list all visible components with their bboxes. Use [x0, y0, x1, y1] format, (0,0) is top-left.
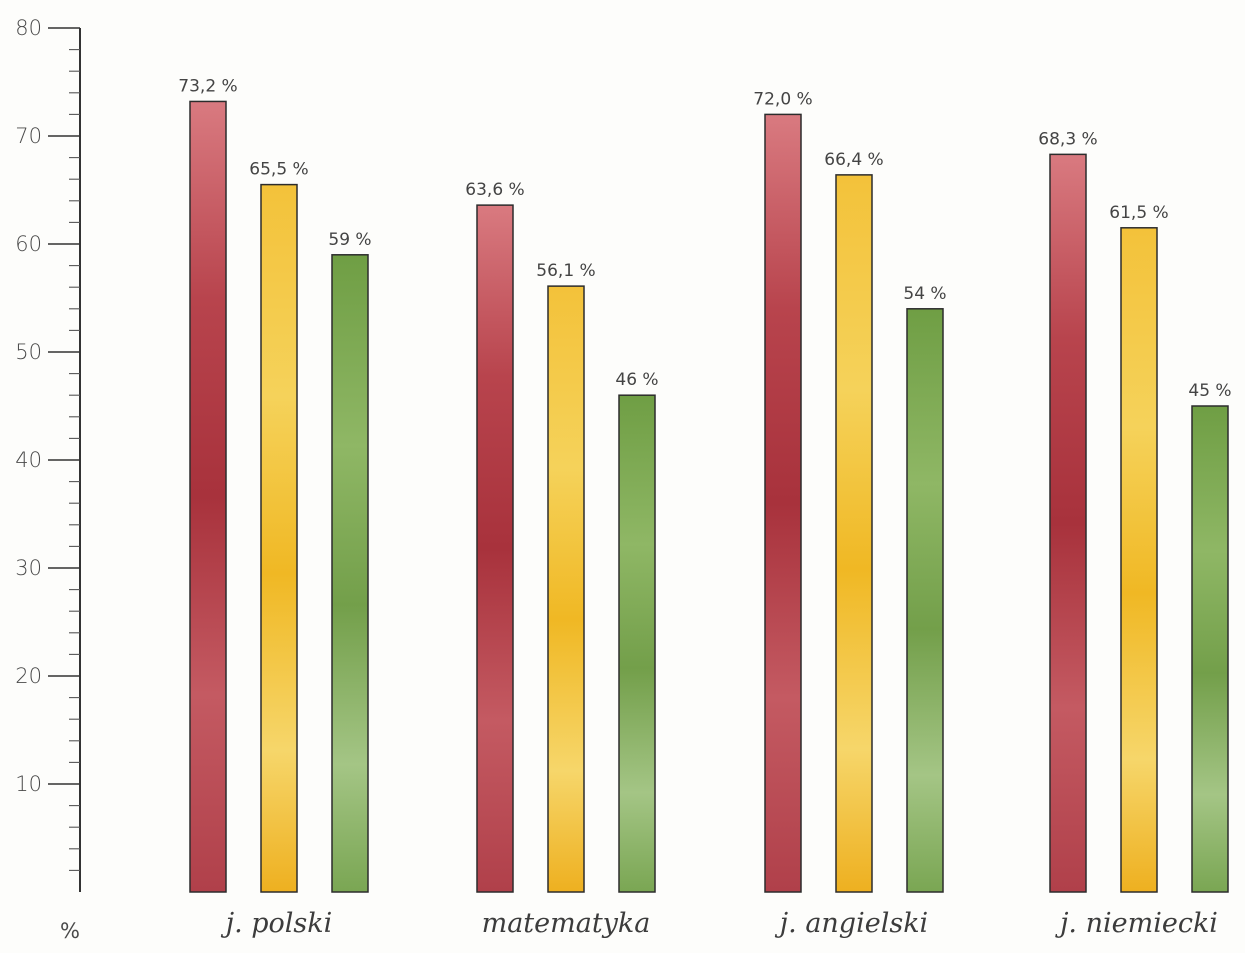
data-labels-group: 73,2 % 65,5 % 59 % 63,6 % 56,1 % 46 % 72,0 % 66… — [178, 76, 1231, 401]
y-axis-minor-ticks — [69, 49, 80, 871]
bar — [835, 174, 873, 893]
y-tick-label: 30 — [15, 556, 42, 580]
bars-group — [189, 100, 1229, 893]
y-axis: 10 20 30 40 50 60 70 80 — [15, 16, 81, 892]
data-label: 54 % — [903, 284, 946, 304]
data-label: 72,0 % — [753, 89, 812, 109]
bar — [476, 204, 514, 893]
y-axis-tick-labels: 10 20 30 40 50 60 70 80 — [15, 16, 42, 796]
y-tick-label: 40 — [15, 448, 42, 472]
data-label: 65,5 % — [249, 160, 308, 180]
bar — [1049, 153, 1087, 893]
y-tick-label: 10 — [15, 772, 42, 796]
category-label: j. polski — [221, 908, 333, 939]
data-label: 66,4 % — [824, 150, 883, 170]
data-label: 56,1 % — [536, 261, 595, 281]
y-axis-major-ticks — [48, 27, 80, 785]
bar — [906, 308, 944, 893]
data-label: 61,5 % — [1109, 203, 1168, 223]
y-tick-label: 60 — [15, 232, 42, 256]
y-tick-label: 20 — [15, 664, 42, 688]
category-labels-group: j. polski matematyka j. angielski j. niemie… — [221, 908, 1218, 939]
bar — [618, 394, 656, 893]
data-label: 68,3 % — [1038, 129, 1097, 149]
category-label: j. angielski — [775, 908, 928, 939]
data-label: 73,2 % — [178, 76, 237, 96]
bar — [1120, 227, 1158, 893]
bar — [1191, 405, 1229, 893]
bar — [331, 254, 369, 893]
bar — [547, 285, 585, 893]
y-tick-label: 70 — [15, 124, 42, 148]
y-tick-label: 80 — [15, 16, 42, 40]
data-label: 46 % — [615, 370, 658, 390]
bar — [764, 113, 802, 893]
unit-label: % — [60, 919, 80, 943]
data-label: 59 % — [328, 230, 371, 250]
category-label: matematyka — [482, 908, 651, 939]
bar — [189, 100, 227, 893]
data-label: 45 % — [1188, 381, 1231, 401]
category-label: j. niemiecki — [1055, 908, 1218, 939]
data-label: 63,6 % — [465, 180, 524, 200]
y-tick-label: 50 — [15, 340, 42, 364]
bar — [260, 183, 298, 893]
